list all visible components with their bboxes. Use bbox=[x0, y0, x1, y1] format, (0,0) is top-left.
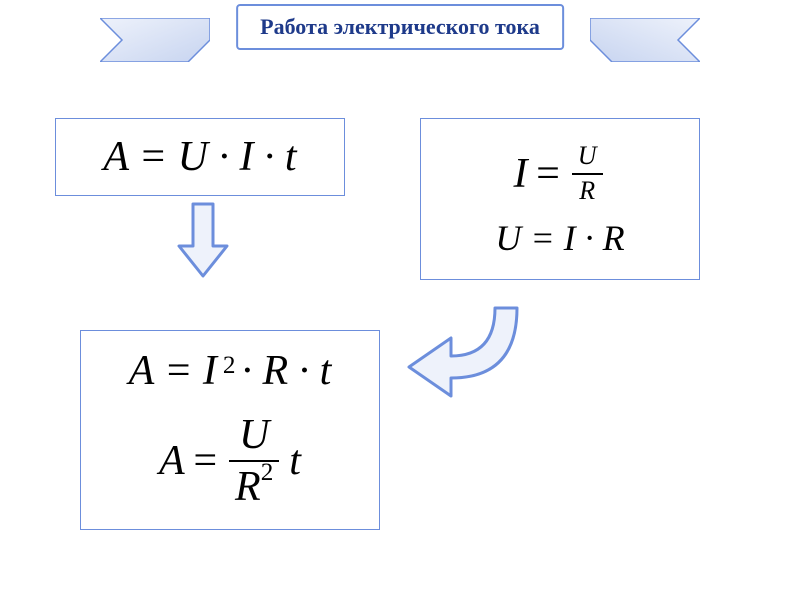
fraction-num: U bbox=[572, 142, 603, 171]
title-ribbon: Работа электрического тока bbox=[120, 4, 680, 60]
lhs: A bbox=[159, 440, 185, 482]
formula-box-ohm: I = U R U = I · R bbox=[420, 118, 700, 280]
fraction-den: R bbox=[573, 177, 601, 206]
page-title: Работа электрического тока bbox=[260, 14, 540, 40]
lhs: I bbox=[513, 153, 527, 195]
formula-u-equals-ir: U = I · R bbox=[495, 220, 624, 256]
equals: = bbox=[191, 440, 219, 482]
ribbon-tail-right bbox=[590, 18, 700, 62]
formula-box-derived: A = I2 · R · t A = U R2 t bbox=[80, 330, 380, 530]
part-post: · R · t bbox=[242, 350, 332, 392]
fraction-u-r2: U R2 bbox=[229, 412, 279, 510]
fraction-den: R2 bbox=[229, 464, 279, 510]
arrow-curve-left-icon bbox=[395, 300, 525, 420]
trail-t: t bbox=[289, 440, 301, 482]
fraction-u-r: U R bbox=[572, 142, 603, 205]
fraction-bar bbox=[572, 173, 603, 175]
part-pre: A = I bbox=[129, 350, 217, 392]
ribbon-tail-left bbox=[100, 18, 210, 62]
superscript-2: 2 bbox=[223, 353, 236, 378]
title-box: Работа электрического тока bbox=[236, 4, 564, 50]
formula-box-main: A = U · I · t bbox=[55, 118, 345, 196]
fraction-num: U bbox=[233, 412, 275, 458]
formula-i-equals-u-over-r: I = U R bbox=[513, 142, 606, 205]
formula-a-i2rt: A = I2 · R · t bbox=[129, 350, 332, 392]
formula-work-uit: A = U · I · t bbox=[103, 136, 296, 178]
formula-a-u-over-r2-t: A = U R2 t bbox=[159, 412, 301, 510]
equals: = bbox=[533, 153, 561, 195]
arrow-down-icon bbox=[175, 200, 231, 280]
